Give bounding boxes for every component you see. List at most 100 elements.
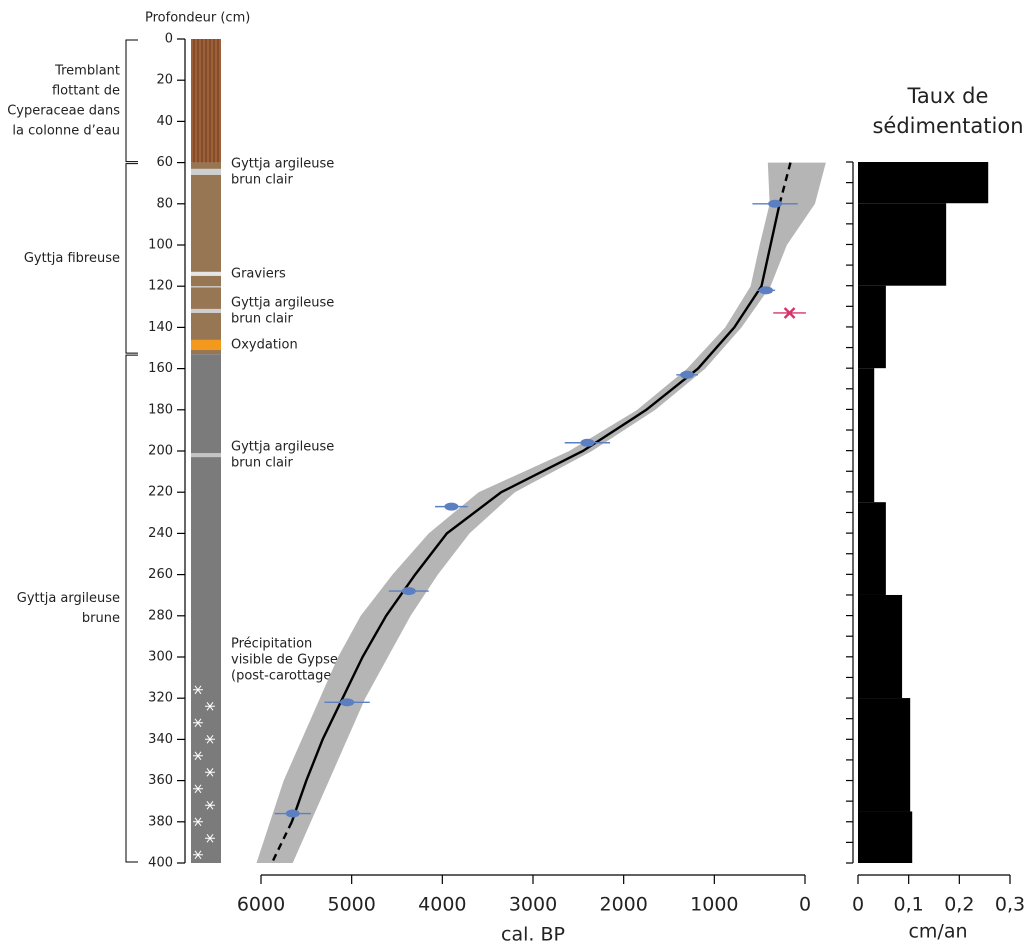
rate-axis-title: cm/an bbox=[908, 921, 967, 943]
gypsum-symbol bbox=[193, 751, 203, 761]
age-model-line bbox=[290, 203, 781, 823]
column-band bbox=[191, 271, 221, 276]
column-band bbox=[191, 286, 221, 288]
y-tick-label: 200 bbox=[148, 444, 173, 459]
date-point bbox=[340, 698, 355, 707]
y-tick-label: 260 bbox=[148, 567, 173, 582]
y-tick-label: 400 bbox=[148, 856, 173, 871]
rejected-date bbox=[783, 307, 796, 319]
gypsum-symbol bbox=[193, 817, 203, 827]
gypsum-symbol bbox=[205, 800, 215, 810]
rate-title: Taux de bbox=[907, 84, 989, 108]
layer-annotation: Précipitation bbox=[231, 636, 312, 651]
column-band bbox=[191, 453, 221, 458]
y-tick-label: 240 bbox=[148, 526, 173, 541]
unit-label: Gyttja argileuse bbox=[17, 591, 120, 606]
x-tick-label: 0,3 bbox=[995, 894, 1025, 916]
gypsum-symbol bbox=[205, 701, 215, 711]
y-tick-label: 280 bbox=[148, 608, 173, 623]
unit-bracket bbox=[125, 163, 138, 354]
x-tick-label: 0 bbox=[799, 894, 811, 916]
rate-bar bbox=[858, 698, 911, 812]
x-tick-label: 3000 bbox=[509, 894, 557, 916]
rate-bar bbox=[858, 811, 913, 863]
x-tick-label: 0,2 bbox=[944, 894, 974, 916]
unit-label: la colonne d’eau bbox=[12, 123, 120, 138]
y-tick-label: 360 bbox=[148, 773, 173, 788]
x-tick-label: 4000 bbox=[418, 894, 466, 916]
x-tick-label: 5000 bbox=[327, 894, 375, 916]
x-tick-label: 6000 bbox=[237, 894, 285, 916]
date-point bbox=[580, 438, 595, 447]
gypsum-symbol bbox=[205, 734, 215, 744]
rate-bar bbox=[858, 285, 886, 369]
y-tick-label: 60 bbox=[156, 155, 173, 170]
y-tick-label: 160 bbox=[148, 361, 173, 376]
gypsum-symbol bbox=[193, 784, 203, 794]
rate-bar bbox=[858, 594, 903, 699]
rate-bar bbox=[858, 368, 875, 503]
y-tick-label: 80 bbox=[156, 196, 173, 211]
gypsum-symbol bbox=[205, 767, 215, 777]
date-point bbox=[768, 199, 783, 208]
age-model-line bbox=[270, 821, 293, 864]
gypsum-symbol bbox=[193, 718, 203, 728]
y-tick-label: 140 bbox=[148, 320, 173, 335]
layer-annotation: Oxydation bbox=[231, 337, 298, 352]
rate-bar bbox=[858, 203, 947, 286]
gypsum-symbol bbox=[205, 833, 215, 843]
y-tick-label: 380 bbox=[148, 814, 173, 829]
layer-annotation: brun clair bbox=[231, 172, 294, 187]
layer-annotation: brun clair bbox=[231, 311, 294, 326]
date-point bbox=[285, 809, 300, 818]
column-layer bbox=[191, 162, 221, 355]
y-tick-label: 300 bbox=[148, 650, 173, 665]
column-band bbox=[191, 168, 221, 175]
layer-annotation: Graviers bbox=[231, 266, 286, 281]
layer-annotation: (post-carottage) bbox=[231, 668, 336, 683]
unit-label: Tremblant bbox=[54, 63, 120, 78]
y-tick-label: 40 bbox=[156, 114, 173, 129]
column-band bbox=[191, 339, 221, 351]
rate-bar bbox=[858, 162, 989, 204]
unit-bracket bbox=[125, 39, 138, 163]
y-tick-label: 120 bbox=[148, 279, 173, 294]
rate-bar bbox=[858, 502, 886, 595]
x-tick-label: 0 bbox=[852, 894, 864, 916]
gypsum-symbol bbox=[193, 850, 203, 860]
layer-annotation: Gyttja argileuse bbox=[231, 440, 334, 455]
unit-label: brune bbox=[82, 611, 120, 626]
date-point bbox=[444, 502, 459, 511]
gypsum-layer bbox=[193, 685, 215, 860]
layer-annotation: visible de Gypse bbox=[231, 652, 338, 667]
date-point bbox=[680, 370, 695, 379]
depth-axis-title: Profondeur (cm) bbox=[145, 11, 250, 26]
x-tick-label: 0,1 bbox=[894, 894, 924, 916]
date-point bbox=[759, 286, 774, 295]
column-hatch bbox=[191, 39, 221, 163]
layer-annotation: Gyttja argileuse bbox=[231, 295, 334, 310]
unit-bracket bbox=[125, 354, 138, 863]
y-tick-label: 220 bbox=[148, 485, 173, 500]
y-tick-label: 20 bbox=[156, 73, 173, 88]
date-point bbox=[401, 587, 416, 596]
rate-title: sédimentation bbox=[872, 114, 1023, 138]
y-tick-label: 100 bbox=[148, 238, 173, 253]
x-tick-label: 1000 bbox=[690, 894, 738, 916]
layer-annotation: Gyttja argileuse bbox=[231, 156, 334, 171]
unit-label: flottant de bbox=[52, 83, 120, 98]
y-tick-label: 320 bbox=[148, 691, 173, 706]
y-tick-label: 340 bbox=[148, 732, 173, 747]
column-band bbox=[191, 308, 221, 313]
y-tick-label: 180 bbox=[148, 402, 173, 417]
confidence-band bbox=[256, 162, 826, 864]
column-layer bbox=[191, 354, 221, 863]
gypsum-symbol bbox=[193, 685, 203, 695]
unit-label: Cyperaceae dans bbox=[7, 103, 120, 118]
age-axis-title: cal. BP bbox=[501, 924, 565, 945]
y-tick-label: 0 bbox=[165, 32, 173, 47]
x-tick-label: 2000 bbox=[599, 894, 647, 916]
layer-annotation: brun clair bbox=[231, 456, 294, 471]
unit-label: Gyttja fibreuse bbox=[24, 251, 120, 266]
